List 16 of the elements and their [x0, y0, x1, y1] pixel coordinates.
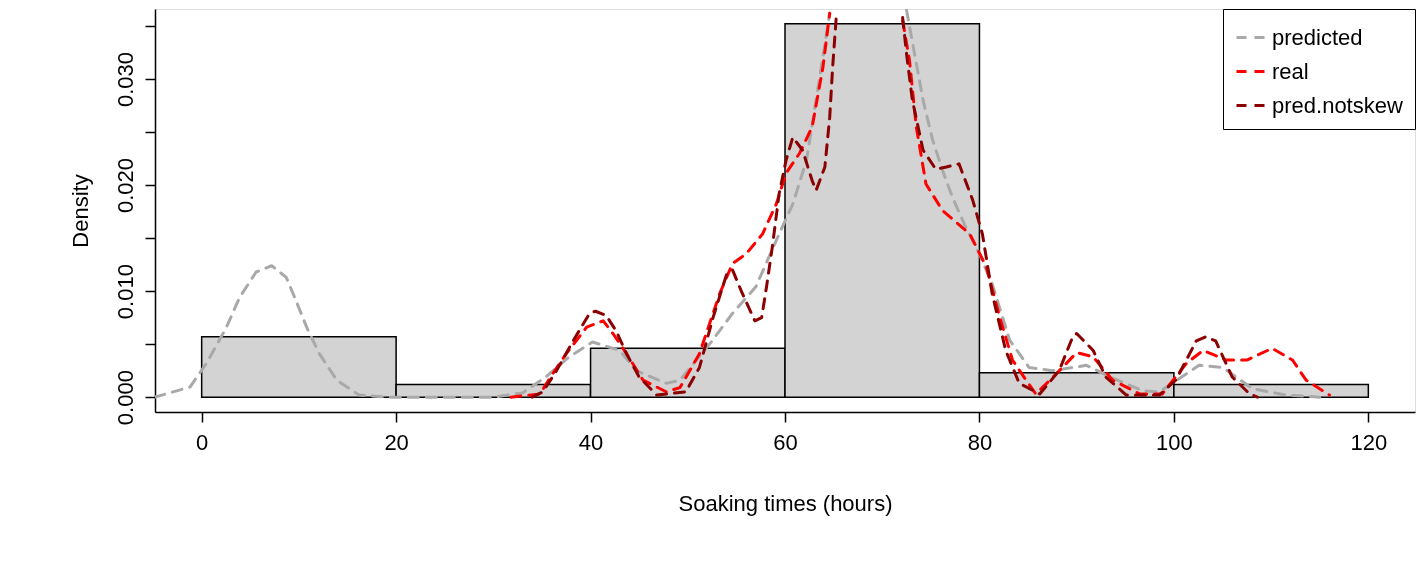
y-tick-label: 0.000 — [112, 370, 138, 426]
y-tick-label: 0.030 — [112, 51, 138, 108]
y-axis-title: Density — [67, 174, 93, 248]
x-tick-label: 20 — [384, 429, 409, 455]
legend-label: predicted — [1272, 24, 1363, 50]
x-tick-label: 120 — [1350, 429, 1388, 455]
y-tick-label: 0.020 — [112, 158, 138, 214]
x-tick-label: 80 — [967, 429, 993, 455]
x-tick-label: 60 — [773, 429, 798, 455]
legend-label: pred.notskew — [1272, 92, 1403, 118]
x-tick-label: 0 — [196, 429, 209, 455]
x-tick-label: 40 — [578, 429, 604, 455]
legend-label: real — [1272, 58, 1309, 84]
x-tick-label: 100 — [1156, 429, 1193, 455]
y-tick-label: 0.010 — [112, 264, 138, 320]
x-axis-title: Soaking times (hours) — [678, 490, 893, 516]
